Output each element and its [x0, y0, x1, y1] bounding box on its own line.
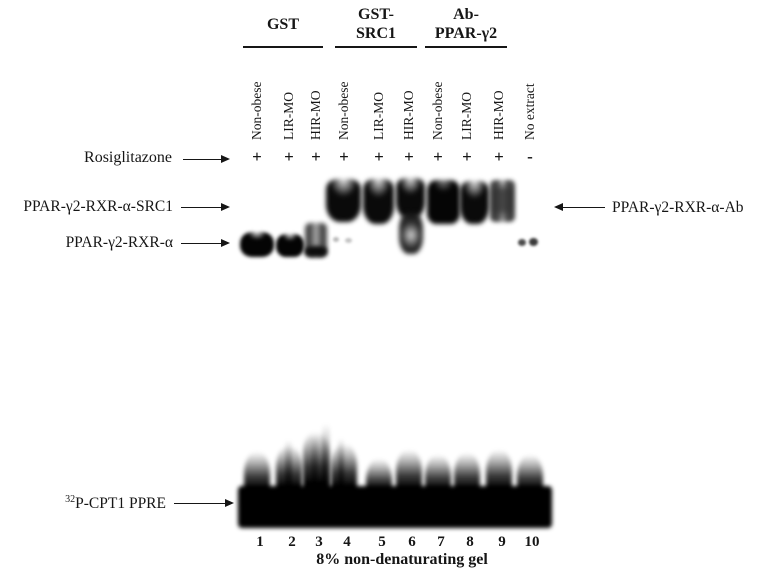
lane-sample-label-7: Non-obese: [430, 81, 445, 140]
band-lane2-rxr-complex: [276, 234, 304, 257]
rosiglitazone-sign-2: +: [284, 147, 294, 166]
lane-sample-label-6: HIR-MO: [401, 90, 416, 141]
band-lane6-smear: [399, 212, 423, 254]
free-probe-band-base: [238, 486, 552, 528]
lane-number-10: 10: [524, 534, 540, 550]
lane-sample-label-4: Non-obese: [336, 81, 351, 140]
band-label-src1-complex: PPAR-γ2-RXR-α-SRC1: [23, 198, 173, 215]
band-lane6-src1-complex: [396, 178, 425, 218]
probe-label: 32P-CPT1 PPRE: [0, 494, 166, 513]
lane-number-1: 1: [256, 534, 264, 550]
lane-number-2: 2: [288, 534, 296, 550]
band-lane10-dot-b: [529, 238, 538, 246]
lane-sample-label-2: LIR-MO: [281, 92, 296, 140]
lane-sample-label-9: HIR-MO: [491, 90, 506, 141]
rosiglitazone-sign-6: +: [404, 147, 414, 166]
lane-number-9: 9: [498, 534, 506, 550]
gel-caption: 8% non-denaturating gel: [316, 551, 488, 568]
group-header-ab-pparg2: Ab- PPAR-γ2: [425, 2, 507, 48]
lane-number-7: 7: [437, 534, 445, 550]
lane-sample-label-3: HIR-MO: [308, 90, 323, 141]
ab-complex-arrow-icon: [554, 203, 605, 211]
rosiglitazone-arrow-icon: [183, 155, 230, 163]
lane-number-6: 6: [408, 534, 416, 550]
band-lane7-ab-complex: [427, 180, 460, 224]
rosiglitazone-sign-7: +: [433, 147, 443, 166]
free-probe-spike-c: [285, 440, 292, 500]
probe-label-text: P-CPT1 PPRE: [75, 495, 166, 513]
rosiglitazone-sign-3: +: [311, 147, 321, 166]
band-label-ab-complex: PPAR-γ2-RXR-α-Ab: [612, 199, 744, 216]
band-lane8-ab-complex: [460, 181, 489, 224]
lane-number-8: 8: [466, 534, 474, 550]
band-lane10-dot-a: [518, 239, 526, 246]
probe-arrow-icon: [174, 499, 234, 507]
band-lane9-ab-complex: [490, 180, 515, 222]
group-header-gst: GST: [243, 2, 323, 48]
rosiglitazone-sign-10: -: [527, 147, 533, 166]
lane-sample-label-1: Non-obese: [249, 81, 264, 140]
band-lane4-faint-dot-a: [333, 237, 339, 242]
lane-sample-label-10: No extract: [522, 83, 537, 140]
lane-number-5: 5: [378, 534, 386, 550]
free-probe-spike-b: [311, 436, 318, 506]
src1-complex-arrow-icon: [181, 203, 230, 211]
rosiglitazone-sign-1: +: [252, 147, 262, 166]
rosiglitazone-sign-5: +: [374, 147, 384, 166]
lane-number-4: 4: [343, 534, 351, 550]
free-probe-spike-d: [338, 438, 344, 500]
free-probe-spike-a: [322, 424, 330, 504]
rxr-complex-arrow-icon: [181, 239, 230, 247]
lane-sample-label-5: LIR-MO: [371, 92, 386, 140]
lane-number-3: 3: [315, 534, 323, 550]
band-lane1-rxr-complex: [240, 232, 274, 257]
band-lane4-src1-complex: [326, 179, 361, 222]
rosiglitazone-sign-9: +: [494, 147, 504, 166]
lane-sample-label-8: LIR-MO: [459, 92, 474, 140]
probe-superscript: 32: [65, 494, 76, 505]
group-header-gst-src1: GST- SRC1: [335, 2, 417, 48]
band-label-rxr-complex: PPAR-γ2-RXR-α: [65, 234, 173, 251]
band-lane4-faint-dot-b: [345, 238, 352, 243]
rosiglitazone-sign-4: +: [339, 147, 349, 166]
rosiglitazone-label: Rosiglitazone: [84, 149, 172, 166]
rosiglitazone-sign-8: +: [462, 147, 472, 166]
band-lane3-rxr-complex-bottom: [305, 246, 327, 257]
band-lane5-src1-complex: [363, 179, 394, 224]
